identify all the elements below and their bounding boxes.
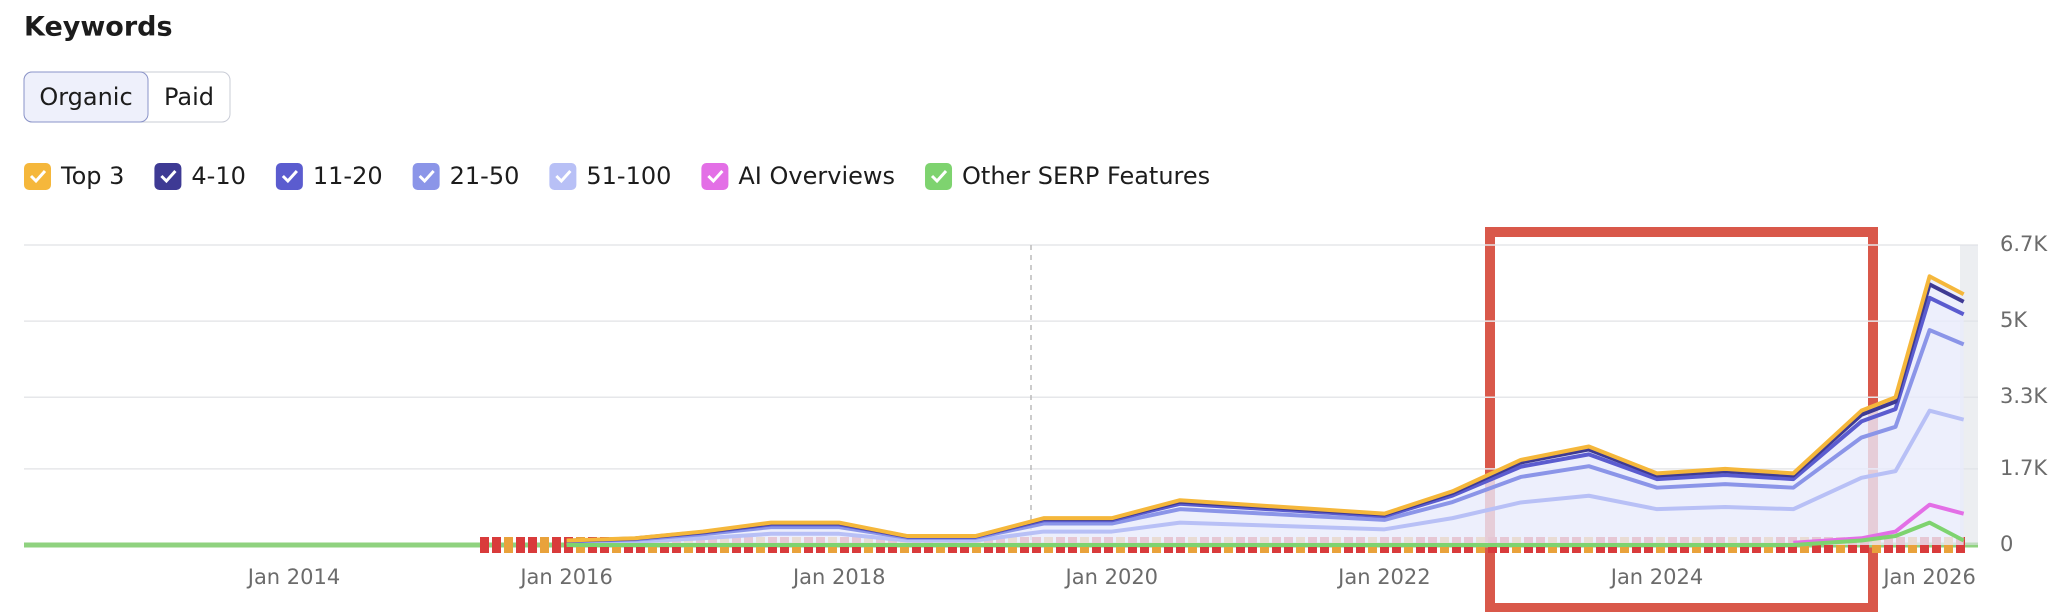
event-flag <box>540 537 549 553</box>
event-flag <box>504 537 513 553</box>
plot-edge <box>1960 245 1978 545</box>
y-tick-label: 0 <box>2000 532 2013 556</box>
legend-check <box>29 169 47 184</box>
title: Keywords <box>24 12 173 43</box>
legend-check <box>418 169 435 184</box>
tab[interactable]: Paid <box>164 83 214 111</box>
y-tick-label: 3.3K <box>2000 384 2048 408</box>
legend-checkbox[interactable] <box>701 163 729 190</box>
x-tick-label: Jan 2016 <box>518 565 613 589</box>
series-line <box>1793 502 1965 545</box>
legend-label[interactable]: 51-100 <box>586 162 671 190</box>
event-flag <box>492 537 501 553</box>
legend-checkbox[interactable] <box>412 163 440 190</box>
x-tick-label: Jan 2026 <box>1881 565 1976 589</box>
legend-checkbox[interactable] <box>925 163 953 190</box>
legend-label[interactable]: 11-20 <box>313 162 383 190</box>
x-tick-label: Jan 2020 <box>1064 565 1159 589</box>
event-flag <box>516 537 525 553</box>
event-flag <box>480 537 489 553</box>
event-flag <box>552 537 561 553</box>
series-line <box>566 274 1965 543</box>
x-tick-label: Jan 2018 <box>791 565 886 589</box>
legend-label[interactable]: 21-50 <box>450 162 520 190</box>
legend-checkbox[interactable] <box>154 163 182 190</box>
legend-check <box>930 169 948 184</box>
legend-check <box>555 169 572 184</box>
event-flag <box>528 537 537 553</box>
series-line <box>566 520 1965 547</box>
legend-label[interactable]: 4-10 <box>191 162 245 190</box>
series-line <box>566 328 1965 544</box>
legend-check <box>281 169 298 184</box>
area-fill <box>566 276 1964 545</box>
x-tick-label: Jan 2024 <box>1609 565 1704 589</box>
x-tick-label: Jan 2014 <box>246 565 341 589</box>
y-tick-label: 6.7K <box>2000 232 2048 256</box>
y-tick-label: 1.7K <box>2000 456 2048 480</box>
y-tick-label: 5K <box>2000 308 2028 332</box>
x-tick-label: Jan 2022 <box>1336 565 1431 589</box>
legend-checkbox[interactable] <box>275 163 303 190</box>
tab-active[interactable] <box>23 71 149 123</box>
legend-checkbox[interactable] <box>24 163 51 190</box>
legend-label[interactable]: Top 3 <box>60 162 124 190</box>
tab[interactable]: Organic <box>39 83 132 111</box>
legend-check <box>160 169 177 184</box>
legend-checkbox[interactable] <box>549 163 577 190</box>
legend-check <box>707 169 724 184</box>
legend-label[interactable]: Other SERP Features <box>962 162 1210 190</box>
series-line <box>566 408 1965 545</box>
legend-label[interactable]: AI Overviews <box>738 162 895 190</box>
